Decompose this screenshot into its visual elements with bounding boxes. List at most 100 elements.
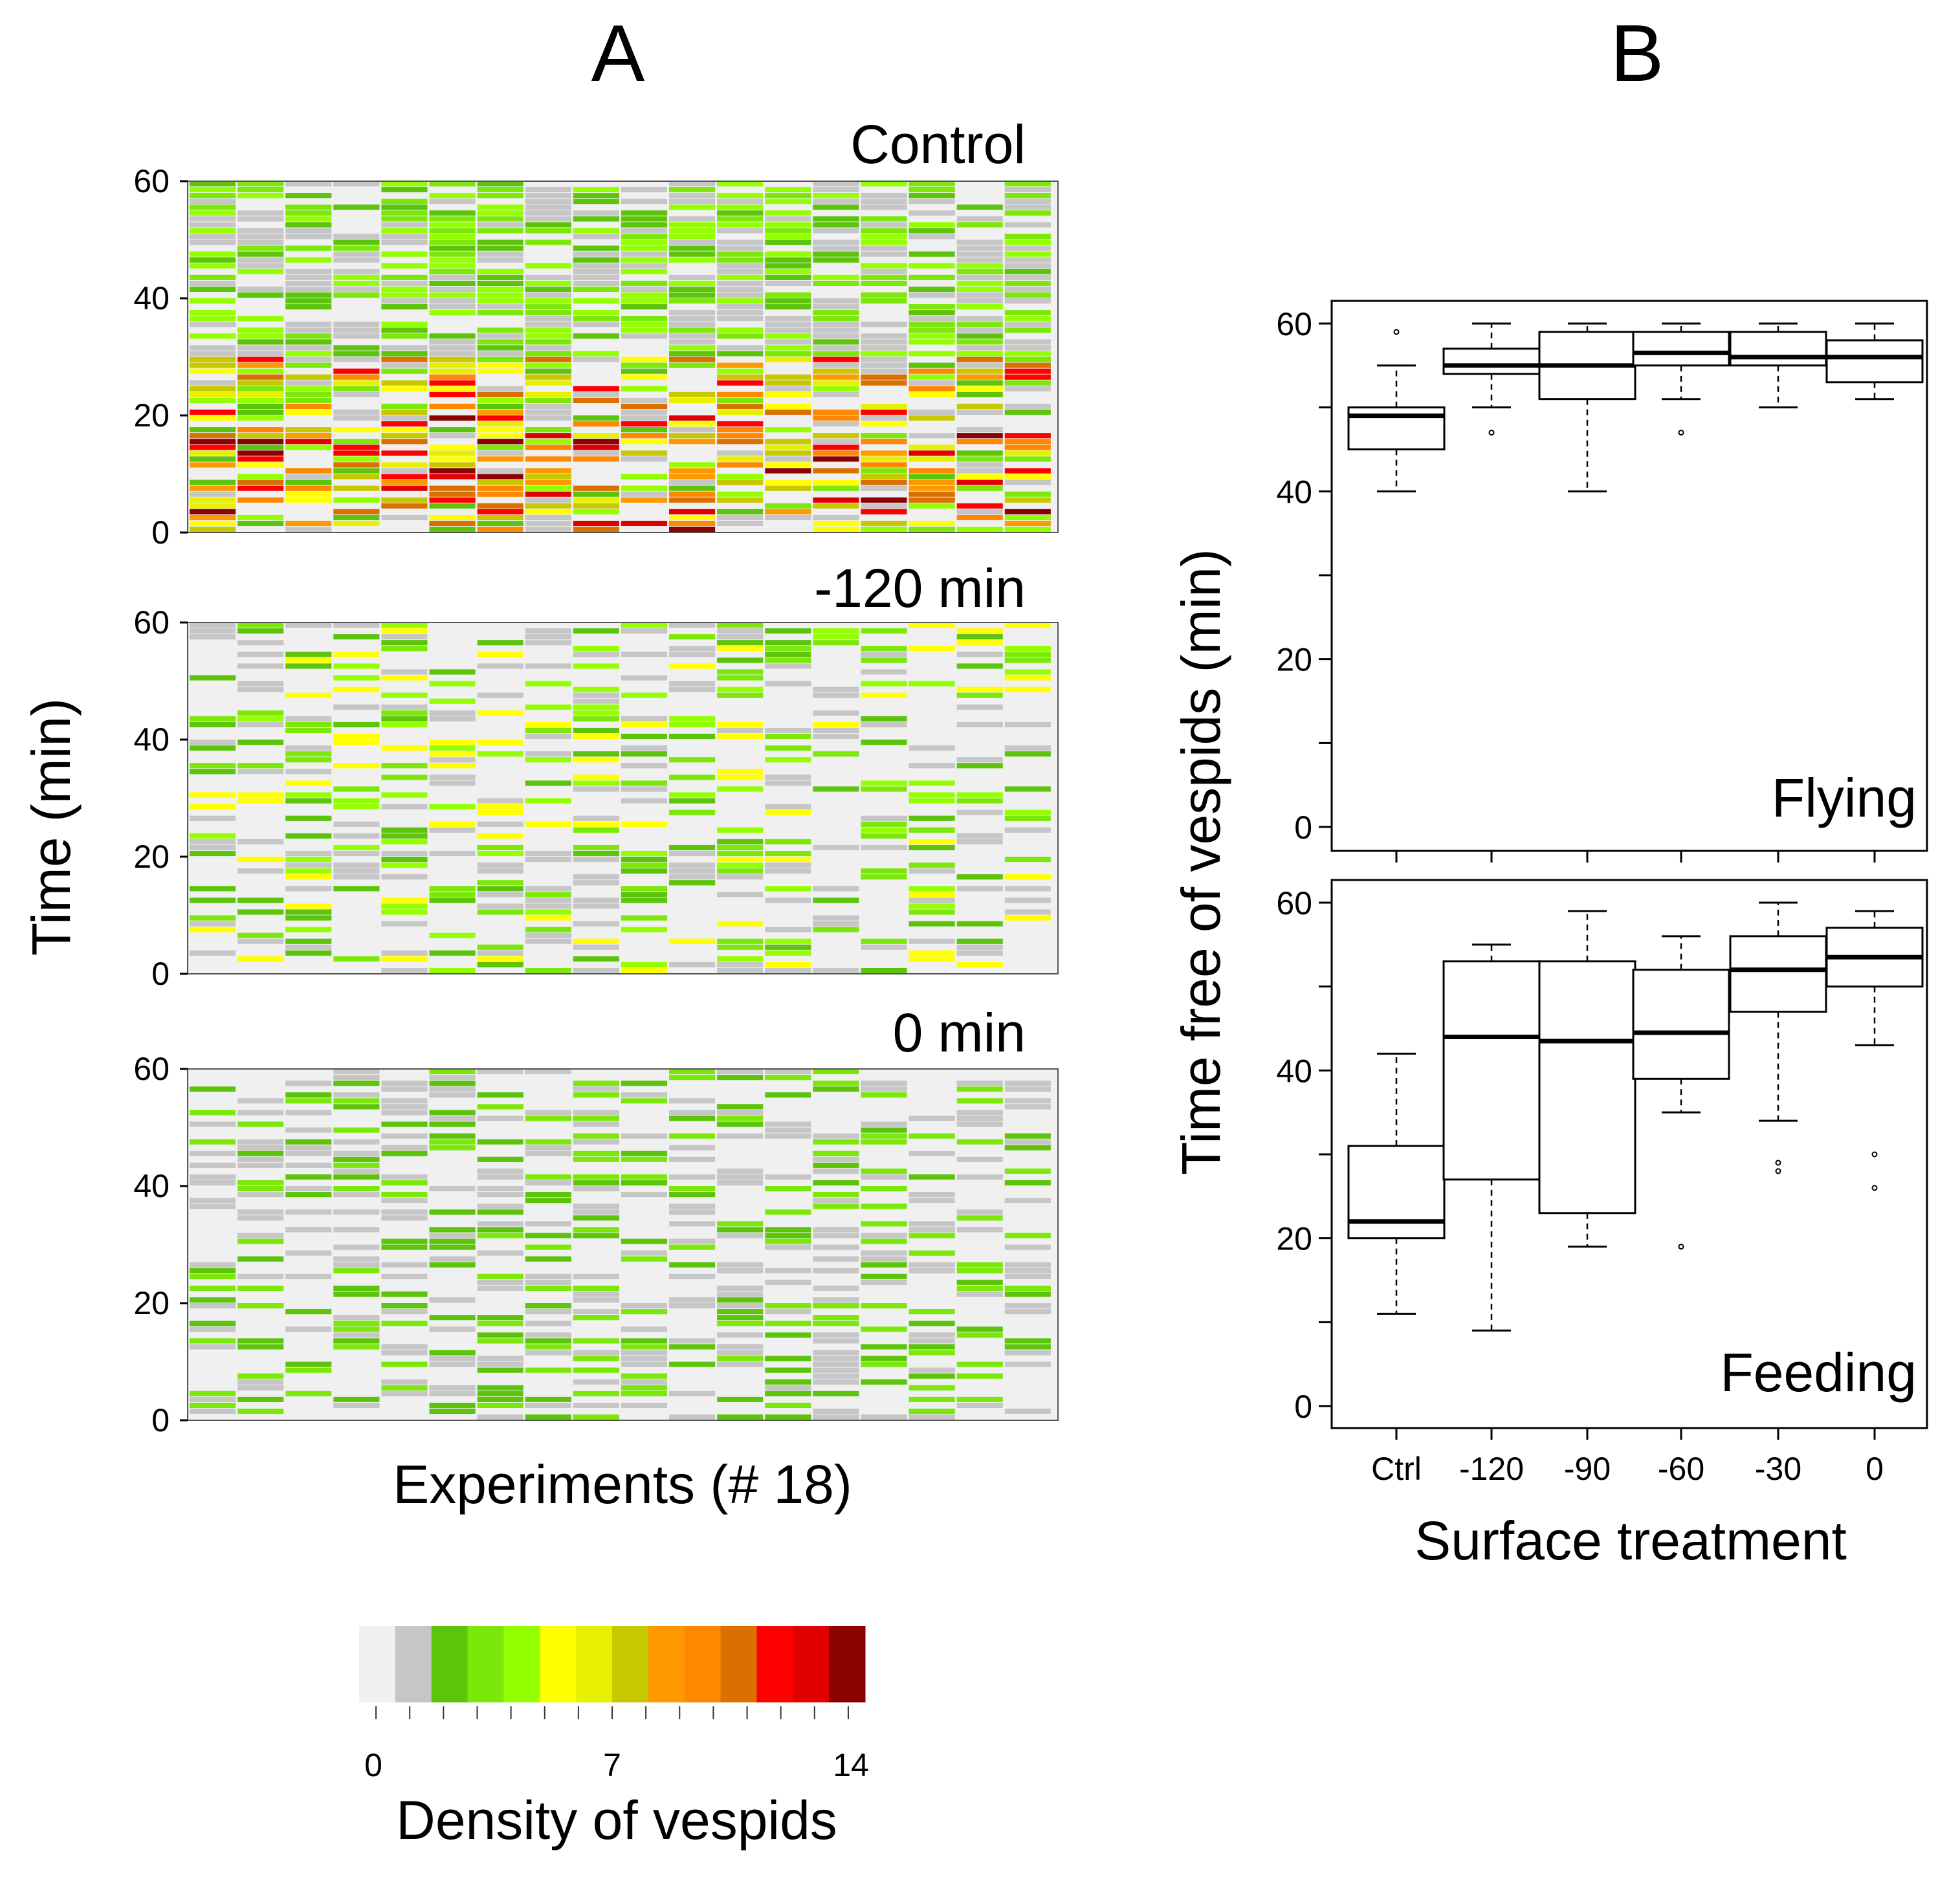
heatmap-cell bbox=[237, 351, 284, 357]
heatmap-cell bbox=[333, 286, 380, 292]
heatmap-cell bbox=[813, 1162, 859, 1168]
heatmap-cell bbox=[717, 509, 764, 514]
heatmap-cell bbox=[813, 1350, 859, 1356]
heatmap-cell bbox=[669, 634, 716, 640]
heatmap-cell bbox=[621, 474, 668, 479]
heatmap-cell bbox=[765, 868, 811, 874]
heatmap-cell bbox=[813, 1133, 859, 1139]
heatmap-cell bbox=[333, 1291, 380, 1297]
heatmap-cell bbox=[861, 222, 907, 228]
heatmap-cell bbox=[429, 391, 476, 397]
heatmap-cell bbox=[525, 357, 571, 362]
heatmap-cell bbox=[237, 1098, 284, 1104]
heatmap-cell bbox=[908, 526, 955, 533]
colorbar-swatch bbox=[793, 1626, 830, 1702]
heatmap-cell bbox=[908, 456, 955, 462]
heatmap-cell bbox=[908, 839, 955, 844]
heatmap-cell bbox=[381, 514, 428, 520]
heatmap-cell bbox=[573, 727, 619, 734]
heatmap-cell bbox=[237, 1156, 284, 1162]
heatmap-cell bbox=[381, 497, 428, 503]
heatmap-cell bbox=[669, 310, 716, 316]
heatmap-cell bbox=[477, 509, 523, 514]
heatmap-cell bbox=[429, 1233, 476, 1238]
heatmap-cell bbox=[573, 815, 619, 821]
heatmap-cell bbox=[429, 380, 476, 386]
heatmap-cell bbox=[813, 1367, 859, 1373]
heatmap-cell bbox=[717, 1297, 764, 1303]
heatmap-cell bbox=[381, 710, 428, 716]
heatmap-cell bbox=[717, 1110, 764, 1116]
heatmap-cell bbox=[237, 1150, 284, 1156]
heatmap-cell bbox=[429, 374, 476, 380]
box-0 bbox=[1825, 322, 1924, 401]
heatmap-cell bbox=[861, 468, 907, 474]
heatmap-cell bbox=[908, 1414, 955, 1420]
heatmap-cell bbox=[573, 1086, 619, 1092]
heatmap-cell bbox=[717, 786, 764, 792]
heatmap-cell bbox=[525, 228, 571, 234]
heatmap-cell bbox=[669, 204, 716, 210]
heatmap-cell bbox=[956, 439, 1003, 445]
box--120 bbox=[1442, 322, 1541, 436]
heatmap-cell bbox=[813, 1192, 859, 1198]
heatmap-cell bbox=[381, 1215, 428, 1221]
heatmap-cell bbox=[477, 962, 523, 968]
heatmap-cell bbox=[429, 751, 476, 757]
heatmap-cell bbox=[908, 479, 955, 485]
heatmap-cell bbox=[525, 497, 571, 503]
heatmap-cell bbox=[333, 445, 380, 450]
heatmap-cell bbox=[717, 1285, 764, 1291]
heatmap-cell bbox=[861, 351, 907, 357]
heatmap-cell bbox=[813, 193, 859, 199]
heatmap-cell bbox=[956, 839, 1003, 844]
heatmap-cell bbox=[237, 462, 284, 468]
heatmap-cell bbox=[669, 357, 716, 362]
heatmap-cell bbox=[333, 322, 380, 327]
heatmap-cell bbox=[333, 622, 380, 628]
heatmap-cell bbox=[956, 721, 1003, 727]
heatmap-cell bbox=[429, 216, 476, 222]
heatmap-cell bbox=[717, 721, 764, 727]
heatmap-cell bbox=[717, 1262, 764, 1268]
heatmap-cell bbox=[765, 745, 811, 751]
heatmap-cell bbox=[621, 292, 668, 298]
heatmap-cell bbox=[861, 1361, 907, 1367]
heatmap-cell bbox=[429, 310, 476, 316]
heatmap-cell bbox=[285, 833, 332, 839]
heatmap-cell bbox=[525, 263, 571, 269]
heatmap-cell bbox=[190, 628, 236, 634]
heatmap-cell bbox=[333, 1174, 380, 1180]
heatmap-cell bbox=[573, 193, 619, 199]
heatmap-cell bbox=[429, 850, 476, 857]
heatmap-cell bbox=[525, 1396, 571, 1402]
heatmap-cell bbox=[1004, 450, 1051, 456]
heatmap-cell bbox=[333, 886, 380, 892]
heatmap-cell bbox=[908, 1116, 955, 1121]
heatmap-cell bbox=[333, 1209, 380, 1215]
heatmap-cell bbox=[237, 339, 284, 345]
colorbar-swatch bbox=[576, 1626, 613, 1702]
heatmap-cell bbox=[908, 1150, 955, 1156]
heatmap-cell bbox=[381, 1145, 428, 1150]
heatmap-cell bbox=[237, 380, 284, 386]
heatmap-cell bbox=[717, 921, 764, 927]
heatmap-cell bbox=[190, 1303, 236, 1309]
heatmap-cell bbox=[429, 681, 476, 687]
heatmap-cell bbox=[861, 333, 907, 339]
heatmap-cell bbox=[381, 327, 428, 333]
heatmap-cell bbox=[285, 210, 332, 216]
heatmap-cell bbox=[669, 1338, 716, 1344]
heatmap-cell bbox=[669, 234, 716, 239]
heatmap-cell bbox=[237, 938, 284, 944]
heatmap-cell bbox=[908, 792, 955, 798]
heatmap-cell bbox=[765, 857, 811, 863]
heatmap-cell bbox=[621, 397, 668, 403]
heatmap-cell bbox=[765, 727, 811, 734]
heatmap-cell bbox=[1004, 210, 1051, 216]
heatmap-cell bbox=[813, 485, 859, 491]
heatmap-cell bbox=[190, 222, 236, 228]
heatmap-cell bbox=[190, 1321, 236, 1326]
heatmap-cell bbox=[333, 1192, 380, 1198]
heatmap-cell bbox=[861, 181, 907, 187]
